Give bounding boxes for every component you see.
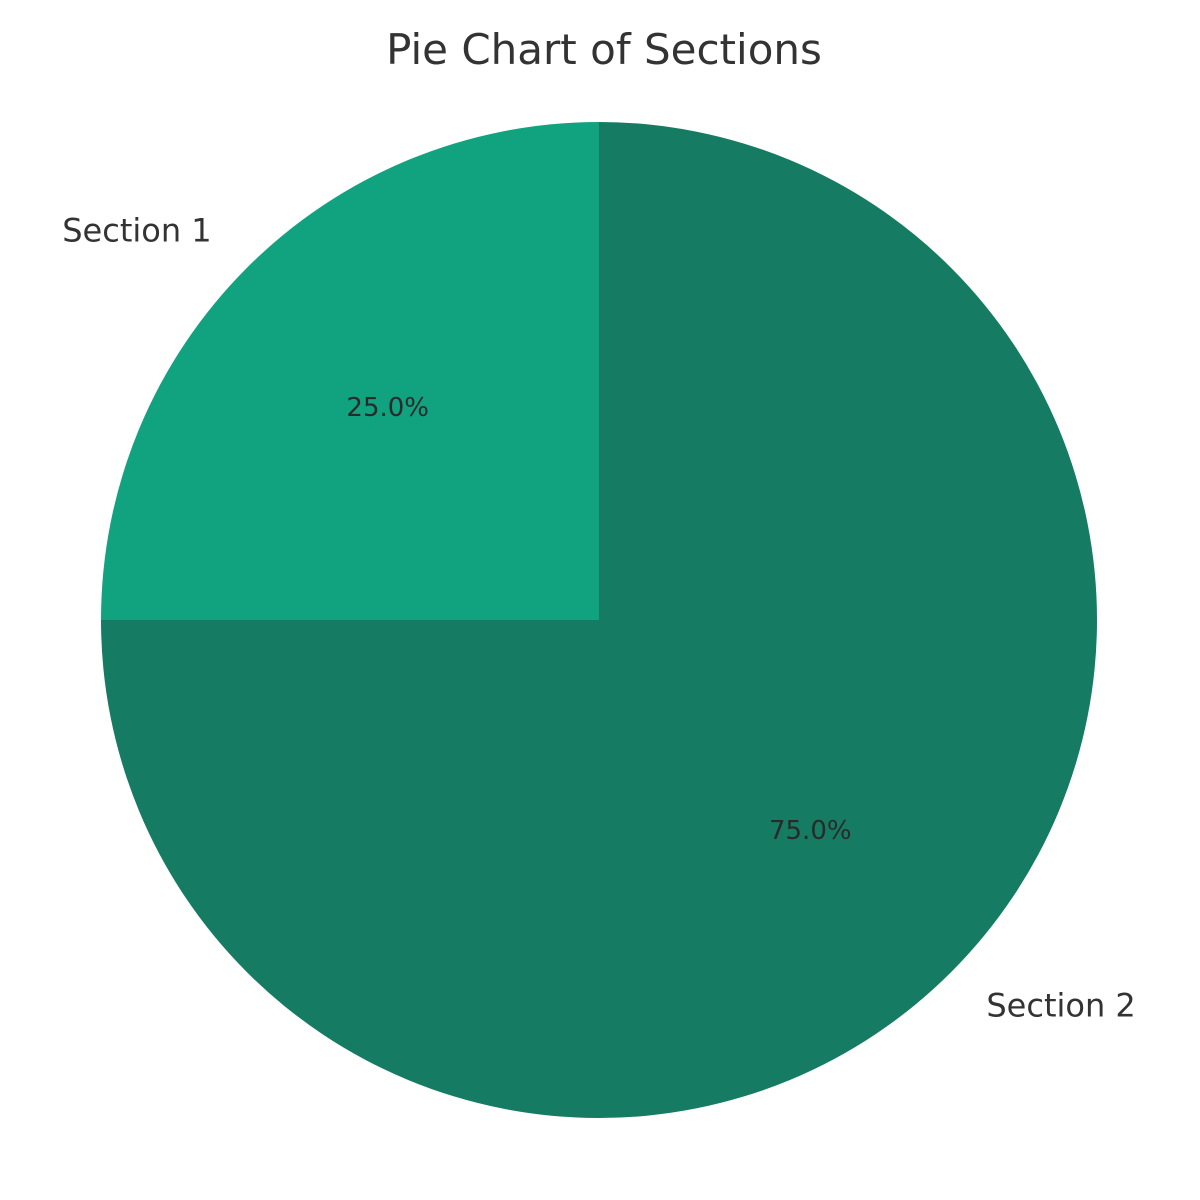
- pie-slice-1: [101, 122, 599, 620]
- slice-label-2: Section 2: [986, 986, 1135, 1024]
- pie-labels: Section 1 25.0% Section 2 75.0%: [62, 212, 1136, 1025]
- slice-percent-1: 25.0%: [346, 393, 429, 423]
- pie-slice-2: [101, 122, 1097, 1118]
- chart-title: Pie Chart of Sections: [386, 25, 822, 74]
- slice-label-1: Section 1: [62, 212, 211, 250]
- slice-percent-2: 75.0%: [769, 816, 852, 846]
- pie-slices: [101, 122, 1097, 1118]
